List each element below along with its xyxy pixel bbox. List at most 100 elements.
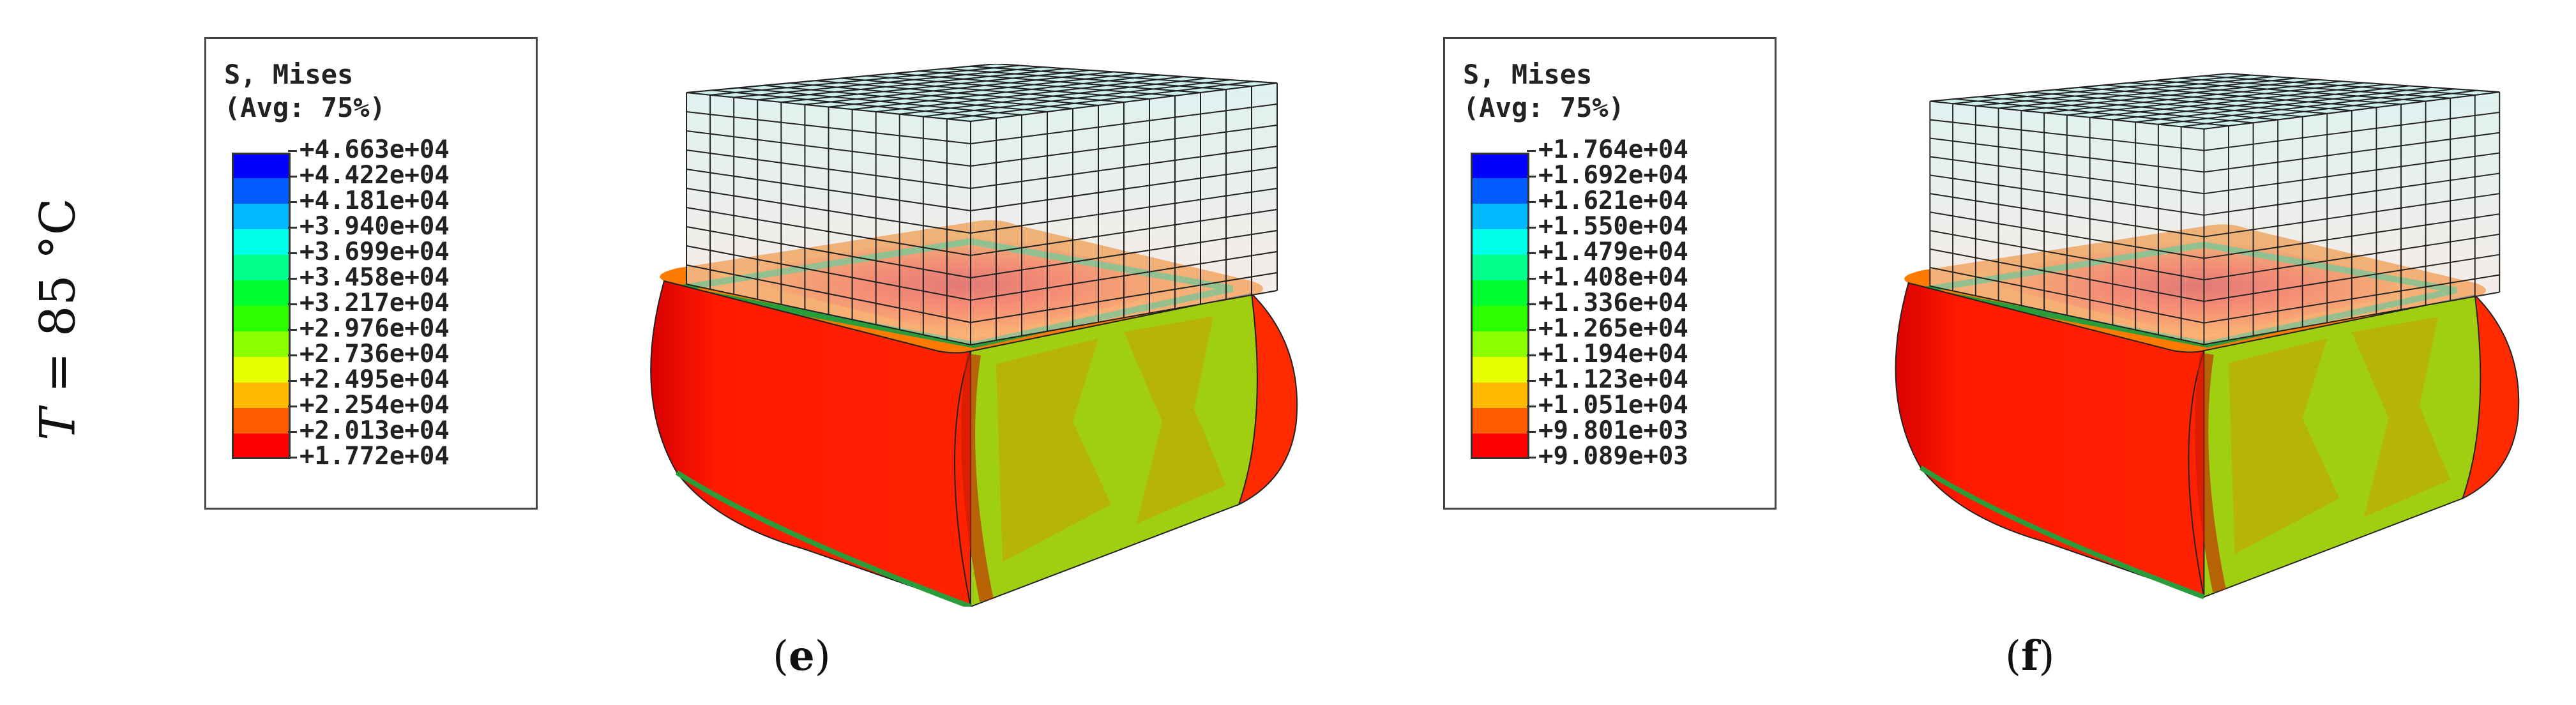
mesh-line [686, 111, 971, 144]
legend-subtitle: (Avg: 75%) [224, 92, 386, 123]
mesh-line [1930, 266, 2204, 324]
mesh-line [686, 264, 971, 323]
mesh-line [2158, 88, 2455, 125]
legend-value: +1.408e+04 [1527, 265, 1688, 291]
wireframe-cage [1929, 73, 2501, 345]
mesh-line [970, 272, 1278, 323]
caption-e: (e) [773, 632, 831, 680]
legend-value: +1.479e+04 [1527, 239, 1688, 265]
legend-value: +3.940e+04 [288, 214, 450, 239]
legend-value: +4.422e+04 [288, 163, 450, 188]
mesh-line [970, 103, 1278, 144]
colorbar-swatch [1471, 357, 1529, 383]
colorbar-swatch [1471, 434, 1529, 459]
mesh-line [970, 65, 1252, 87]
legend-values: +4.663e+04 +4.422e+04 +4.181e+04 +3.940e… [288, 137, 450, 469]
legend-value: +1.621e+04 [1527, 188, 1688, 214]
legend-value: +2.254e+04 [288, 393, 450, 418]
legend-value: +1.051e+04 [1527, 393, 1688, 418]
mesh-line [2204, 152, 2500, 195]
row-label-variable: T [29, 408, 86, 441]
colorbar-swatch [1471, 255, 1529, 280]
mesh-line [2204, 213, 2500, 259]
mesh-line [2204, 172, 2500, 216]
legend-value: +9.089e+03 [1527, 444, 1688, 469]
mesh-line [970, 188, 1278, 234]
mesh-line [970, 209, 1278, 256]
colorbar-swatch [232, 408, 291, 434]
legend-value: +1.265e+04 [1527, 316, 1688, 342]
mesh-line [970, 251, 1278, 301]
colorbar-swatch [1471, 383, 1529, 408]
mesh-line [2181, 89, 2478, 128]
legend-f: S, Mises (Avg: 75%) +1.764e+04 +1.692e+0… [1443, 37, 1777, 510]
colorbar-swatch [232, 255, 291, 280]
legend-title: S, Mises [1463, 59, 1593, 90]
caption-f: (f) [2005, 632, 2055, 680]
mesh-line [686, 226, 971, 278]
legend-subtitle: (Avg: 75%) [1463, 92, 1625, 123]
caption-letter: e [788, 632, 815, 680]
mesh-line [686, 188, 971, 234]
mesh-line [2204, 274, 2500, 324]
colorbar [1471, 153, 1529, 459]
mesh-line [1930, 156, 2204, 195]
mesh-line [970, 230, 1278, 278]
wireframe-cage [686, 64, 1278, 346]
legend-value: +2.976e+04 [288, 316, 450, 342]
legend-e: S, Mises (Avg: 75%) +4.663e+04 +4.422e+0… [204, 37, 538, 510]
mesh-line [2204, 233, 2500, 281]
legend-value: +4.181e+04 [288, 188, 450, 214]
mesh-line [1930, 230, 2204, 281]
mesh-line [970, 125, 1278, 167]
mesh-line [1930, 119, 2204, 151]
legend-value: +4.663e+04 [288, 137, 450, 163]
legend-title: S, Mises [224, 59, 354, 90]
mesh-line [2204, 193, 2500, 238]
legend-value: +1.550e+04 [1527, 214, 1688, 239]
mesh-line [2204, 254, 2500, 302]
legend-value: +2.013e+04 [288, 418, 450, 444]
mesh-line [2203, 75, 2475, 96]
colorbar-swatch [1471, 408, 1529, 434]
colorbar-swatch [232, 331, 291, 357]
mesh-line [1930, 174, 2204, 216]
mesh-line [946, 80, 1254, 120]
mesh-line [686, 130, 971, 167]
legend-value: +1.692e+04 [1527, 163, 1688, 188]
colorbar-swatch [1471, 331, 1529, 357]
mesh-line [2204, 111, 2500, 151]
row-label-temperature: T = 85 °C [13, 185, 102, 453]
colorbar-swatch [1471, 280, 1529, 306]
legend-value: +3.217e+04 [288, 291, 450, 316]
fea-model-e [650, 64, 1298, 607]
mesh-line [1930, 193, 2204, 238]
mesh-line [686, 169, 971, 211]
colorbar-swatch [232, 383, 291, 408]
legend-value: +9.801e+03 [1527, 418, 1688, 444]
mesh-line [2204, 132, 2500, 173]
colorbar-swatch [232, 229, 291, 255]
legend-value: +3.699e+04 [288, 239, 450, 265]
colorbar-swatch [232, 357, 291, 383]
colorbar-swatch [1471, 178, 1529, 204]
mesh-line [1930, 211, 2204, 259]
mesh-line [970, 146, 1278, 189]
mesh-line [970, 167, 1278, 211]
mesh-line [1930, 137, 2204, 173]
legend-value: +1.194e+04 [1527, 342, 1688, 367]
mesh-line [1930, 248, 2204, 302]
mesh-line [686, 149, 971, 189]
fea-model-f [1895, 73, 2520, 600]
legend-value: +1.336e+04 [1527, 291, 1688, 316]
mesh-line [686, 207, 971, 256]
colorbar-swatch [232, 306, 291, 331]
colorbar-swatch [1471, 229, 1529, 255]
row-label-value: = 85 °C [29, 198, 86, 409]
caption-letter: f [2020, 632, 2039, 680]
legend-values: +1.764e+04 +1.692e+04 +1.621e+04 +1.550e… [1527, 137, 1688, 469]
colorbar-swatch [1471, 306, 1529, 331]
mesh-line [923, 79, 1231, 118]
legend-value: +2.736e+04 [288, 342, 450, 367]
legend-value: +1.123e+04 [1527, 367, 1688, 393]
